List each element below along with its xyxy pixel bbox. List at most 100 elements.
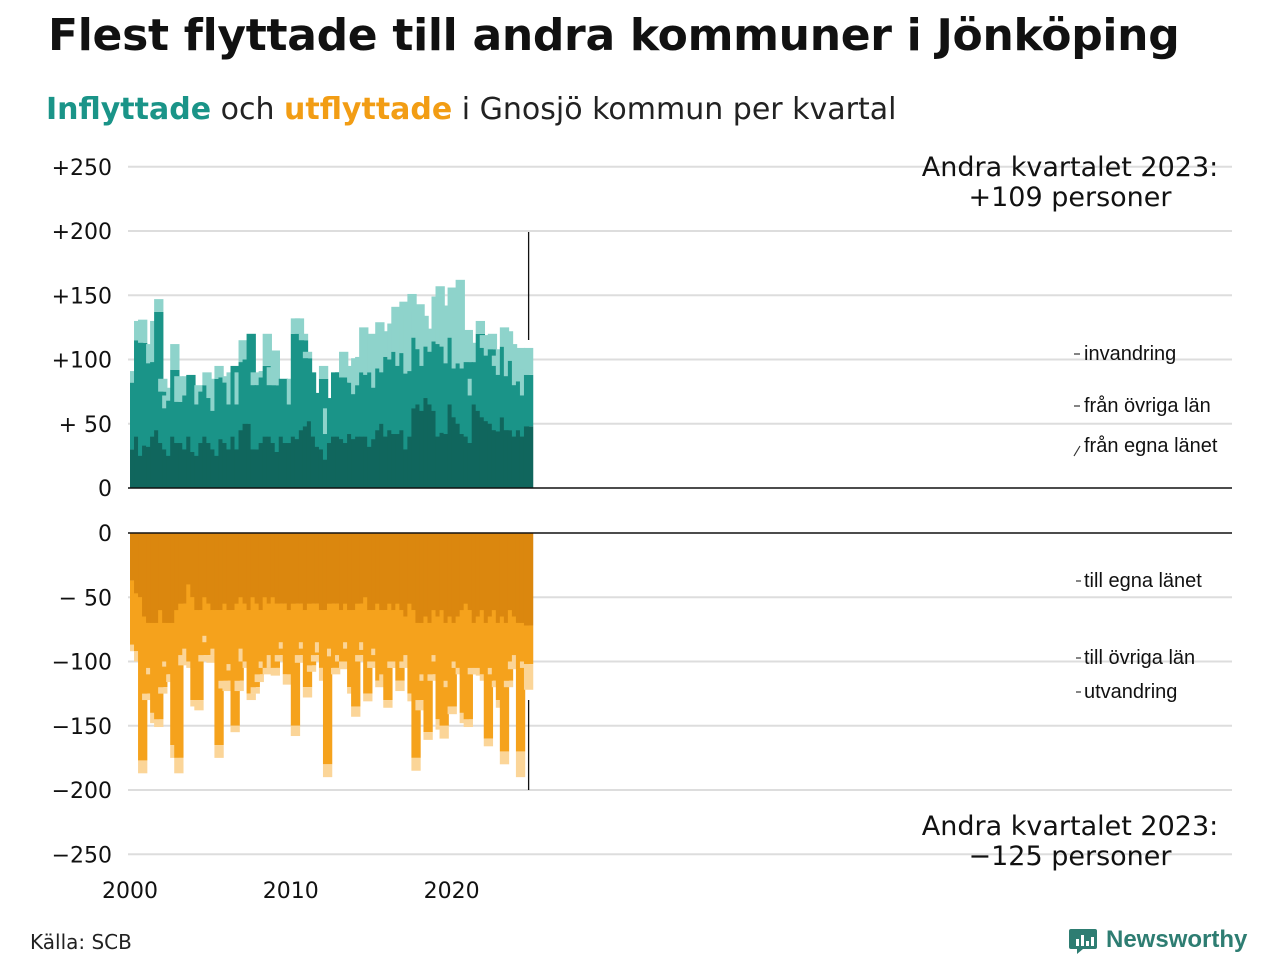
bar-out-2 bbox=[463, 719, 473, 728]
bar-in-2 bbox=[463, 329, 473, 363]
bar-in-2 bbox=[447, 287, 457, 338]
bar-in-1 bbox=[306, 372, 317, 422]
bar-out-1 bbox=[515, 622, 526, 752]
y-tick-label-top: +250 bbox=[52, 156, 112, 181]
subtitle-och: och bbox=[211, 92, 284, 127]
bar-out-2 bbox=[367, 661, 377, 668]
bar-out-2 bbox=[351, 706, 361, 717]
bar-out-2 bbox=[523, 664, 534, 690]
bar-out-2 bbox=[423, 732, 433, 740]
bar-out-2 bbox=[399, 661, 409, 668]
bar-in-2 bbox=[250, 372, 260, 386]
bar-in-2 bbox=[262, 333, 272, 366]
bar-in-2 bbox=[487, 333, 498, 350]
bar-in-2 bbox=[214, 365, 224, 379]
bar-out-2 bbox=[355, 655, 365, 662]
y-tick-label-top: 0 bbox=[98, 477, 112, 502]
bar-out-1 bbox=[290, 603, 301, 726]
annotation-top-line2: +109 personer bbox=[968, 182, 1172, 213]
y-tick-label-top: + 50 bbox=[59, 413, 112, 438]
y-tick-label-top: +150 bbox=[52, 284, 112, 309]
bar-out-2 bbox=[262, 667, 272, 675]
bar-out-2 bbox=[290, 725, 301, 737]
y-tick-label-bottom: −200 bbox=[52, 779, 112, 804]
bar-out-2 bbox=[503, 680, 514, 688]
bar-out-2 bbox=[230, 725, 240, 733]
bar-out-2 bbox=[499, 751, 510, 765]
series-label-leader-in bbox=[1073, 445, 1081, 457]
brand-name: Newsworthy bbox=[1106, 926, 1248, 953]
bar-out-1 bbox=[174, 610, 184, 758]
bar-out-1 bbox=[523, 625, 534, 665]
annotation-top-line1: Andra kvartalet 2023: bbox=[922, 152, 1218, 183]
subtitle-inflyttade: Inflyttade bbox=[46, 92, 212, 127]
series-label-out: utvandring bbox=[1084, 681, 1177, 703]
subtitle-rest: i Gnosjö kommun per kvartal bbox=[452, 92, 897, 127]
bar-out-2 bbox=[507, 661, 518, 670]
bar-in-2 bbox=[170, 344, 180, 370]
bar-out-2 bbox=[363, 693, 373, 702]
bar-out-2 bbox=[306, 665, 317, 672]
bar-in-2 bbox=[138, 319, 148, 343]
annotation-bottom-line2: −125 personer bbox=[968, 841, 1172, 872]
bar-out-2 bbox=[254, 674, 264, 683]
bar-out-2 bbox=[234, 680, 244, 692]
bar-out-2 bbox=[294, 655, 305, 663]
y-tick-label-bottom: − 50 bbox=[59, 586, 112, 611]
bar-in-2 bbox=[479, 335, 490, 348]
series-label-in: invandring bbox=[1084, 343, 1176, 365]
bar-out-2 bbox=[302, 687, 313, 698]
bar-out-2 bbox=[138, 760, 148, 774]
bar-in-2 bbox=[367, 333, 377, 373]
bar-out-2 bbox=[310, 655, 321, 662]
bar-out-2 bbox=[246, 693, 256, 701]
annotation-bottom-line1: Andra kvartalet 2023: bbox=[922, 811, 1218, 842]
bar-out-2 bbox=[515, 751, 526, 778]
bar-out-0 bbox=[523, 533, 534, 626]
bar-in-2 bbox=[270, 350, 280, 386]
subtitle-utflyttade: utflyttade bbox=[284, 92, 453, 127]
bar-out-2 bbox=[415, 700, 425, 711]
bar-out-1 bbox=[483, 622, 494, 739]
source-label: Källa: SCB bbox=[30, 930, 132, 954]
bar-out-2 bbox=[395, 680, 405, 692]
series-label-out: till övriga län bbox=[1084, 647, 1195, 669]
bar-out-2 bbox=[206, 655, 216, 663]
bar-out-2 bbox=[411, 757, 421, 771]
bar-in-2 bbox=[419, 315, 429, 366]
bar-out-2 bbox=[375, 680, 385, 688]
x-tick-label: 2010 bbox=[263, 879, 319, 904]
newsworthy-icon bbox=[1069, 929, 1097, 954]
bar-in-1 bbox=[523, 374, 534, 427]
series-label-out: till egna länet bbox=[1084, 570, 1202, 592]
y-tick-label-bottom: −250 bbox=[52, 843, 112, 868]
bar-in-2 bbox=[154, 299, 164, 312]
bar-out-2 bbox=[198, 655, 208, 662]
bar-out-2 bbox=[322, 764, 333, 778]
chart-subtitle: Inflyttade och utflyttade i Gnosjö kommu… bbox=[46, 92, 897, 127]
bar-in-2 bbox=[206, 378, 216, 399]
bar-out-2 bbox=[331, 667, 341, 675]
bar-in-2 bbox=[523, 347, 534, 375]
bar-out-2 bbox=[270, 667, 280, 676]
y-tick-label-top: +100 bbox=[52, 349, 112, 374]
series-label-in: från egna länet bbox=[1084, 435, 1218, 457]
bar-out-2 bbox=[174, 757, 184, 774]
bar-out-2 bbox=[154, 719, 164, 728]
bar-out-2 bbox=[483, 738, 494, 747]
bar-in-2 bbox=[298, 333, 309, 341]
bar-out-2 bbox=[439, 725, 449, 739]
bar-in-2 bbox=[515, 347, 526, 382]
bar-in-0 bbox=[523, 426, 534, 488]
bar-in-2 bbox=[294, 318, 305, 334]
bar-out-1 bbox=[322, 610, 333, 765]
bar-in-2 bbox=[475, 320, 486, 334]
bar-out-2 bbox=[194, 700, 204, 711]
bar-in-2 bbox=[158, 378, 168, 392]
bar-in-2 bbox=[318, 365, 329, 379]
bar-out-2 bbox=[142, 693, 152, 701]
bar-in-2 bbox=[238, 340, 248, 363]
bar-out-2 bbox=[447, 706, 457, 715]
bar-out-2 bbox=[158, 687, 168, 694]
